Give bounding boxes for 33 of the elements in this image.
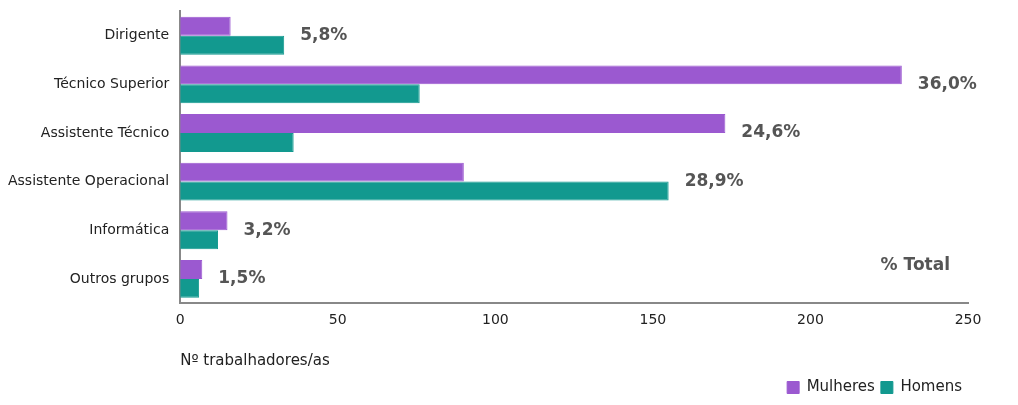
y-tick-label: Técnico Superior <box>53 74 170 91</box>
annotation: 36,0% <box>917 72 977 93</box>
x-tick-label: 250 <box>954 311 982 328</box>
bar <box>180 259 203 279</box>
x-tick-label: 200 <box>797 311 824 328</box>
x-tick-label: 0 <box>175 311 185 328</box>
legend-label: Homens <box>900 377 963 396</box>
annotation: 3,2% <box>243 218 291 239</box>
y-tick-label: Assistente Operacional <box>7 172 170 189</box>
bar <box>180 181 669 201</box>
bar <box>180 35 285 55</box>
x-axis-title: Nº trabalhadores/as <box>180 350 330 369</box>
y-tick-label: Outros grupos <box>69 269 170 286</box>
bar <box>180 132 294 152</box>
x-tick-label: 150 <box>639 311 667 328</box>
bar <box>180 211 228 231</box>
x-tick-label: 50 <box>328 311 347 328</box>
bar <box>180 16 231 36</box>
legend-label: Mulheres <box>806 377 876 396</box>
bar <box>180 230 219 250</box>
annotation: % Total <box>880 253 950 274</box>
bar <box>180 114 726 133</box>
annotation: 1,5% <box>218 267 266 288</box>
bar <box>180 65 902 85</box>
y-tick-label: Informática <box>89 220 170 237</box>
y-tick-label: Assistente Técnico <box>40 123 170 140</box>
bar <box>180 84 420 104</box>
annotation: 24,6% <box>741 121 801 142</box>
x-tick-label: 100 <box>481 311 509 328</box>
annotation: 5,8% <box>300 24 348 45</box>
bar <box>180 162 464 182</box>
annotation: 28,9% <box>684 170 744 191</box>
y-tick-label: Dirigente <box>104 26 170 43</box>
